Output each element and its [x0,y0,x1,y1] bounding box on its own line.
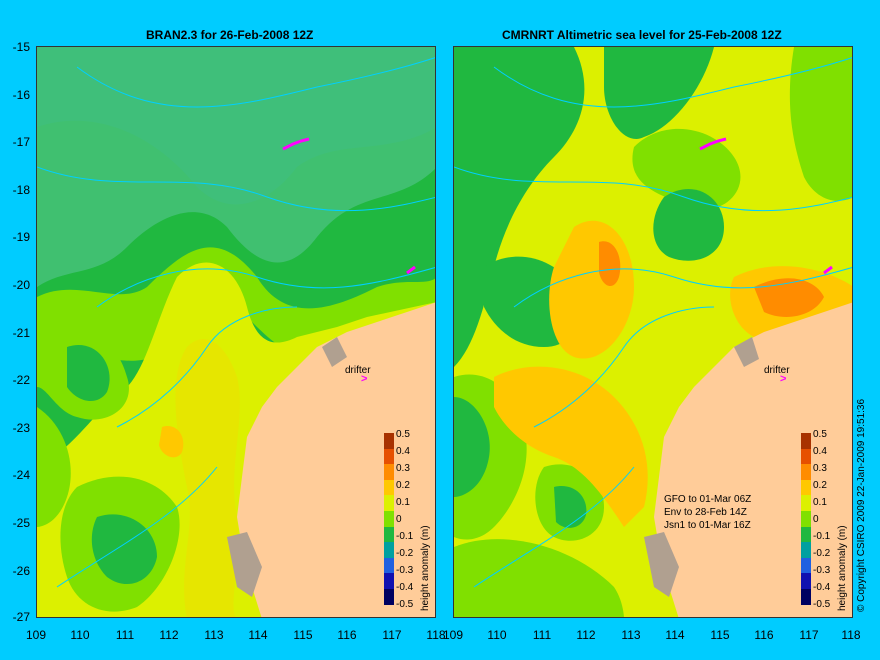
colorbar-label: 0.1 [813,497,827,508]
colorbar-label: 0.2 [396,480,410,491]
colorbar-label: -0.2 [396,548,414,559]
colorbar-segment [801,510,811,527]
colorbar-segment [801,495,811,511]
x-tick-label: 112 [159,628,179,642]
colorbar-label: -0.3 [396,565,414,576]
colorbar-label: -0.2 [813,548,831,559]
colorbar-segment [801,433,811,449]
x-tick-label: 118 [841,628,861,642]
colorbar-segment [801,542,811,558]
colorbar-segment [384,510,394,527]
colorbar-label: -0.4 [813,582,831,593]
left-map: drifter > 0.5 0.4 0.3 0.2 0.1 0 -0.1 -0.… [36,46,436,618]
colorbar-segment [801,479,811,496]
y-tick-label: -27 [12,610,30,624]
x-tick-label: 114 [665,628,685,642]
right-colorbar [801,433,811,605]
colorbar-segment [384,448,394,465]
right-map: drifter > GFO to 01-Mar 06Z Env to 28-Fe… [453,46,853,618]
y-tick-label: -20 [12,278,30,292]
x-tick-label: 109 [25,628,47,642]
drifter-label: drifter [764,365,790,376]
colorbar-label: 0 [813,514,819,525]
y-tick-label: -21 [12,326,30,340]
colorbar-label: 0.5 [396,429,410,440]
colorbar-title: height anomaly (m) [420,525,431,611]
x-tick-label: 109 [442,628,464,642]
colorbar-label: 0.3 [396,463,410,474]
y-tick-label: -17 [12,135,30,149]
colorbar-label: -0.4 [396,582,414,593]
satellite-mission-legend: GFO to 01-Mar 06Z Env to 28-Feb 14Z Jsn1… [664,493,751,532]
x-tick-label: 116 [337,628,357,642]
colorbar-label: -0.1 [813,531,831,542]
colorbar-segment [384,464,394,480]
colorbar-segment [801,588,811,605]
drifter-arrow-icon: > [780,373,787,385]
x-tick-label: 113 [204,628,224,642]
colorbar-label: 0.1 [396,497,410,508]
colorbar-title: height anomaly (m) [837,525,848,611]
y-tick-label: -22 [12,373,30,387]
x-tick-label: 117 [799,628,819,642]
left-map-title: BRAN2.3 for 26-Feb-2008 12Z [146,28,314,42]
x-tick-label: 113 [621,628,641,642]
mission-label: Env to 28-Feb 14Z [664,507,747,518]
colorbar-segment [384,526,394,543]
colorbar-label: -0.5 [813,599,831,610]
colorbar-segment [801,464,811,480]
drifter-arrow-icon: > [361,373,368,385]
colorbar-label: 0.4 [396,446,410,457]
y-tick-label: -18 [12,183,30,197]
colorbar-label: -0.5 [396,599,414,610]
x-tick-label: 110 [487,628,507,642]
y-tick-label: -15 [12,40,30,54]
colorbar-segment [384,495,394,511]
colorbar-segment [384,433,394,449]
drifter-label: drifter [345,365,371,376]
y-tick-label: -25 [12,516,30,530]
mission-label: Jsn1 to 01-Mar 16Z [664,520,751,531]
left-map-canvas [37,47,435,617]
x-tick-label: 114 [248,628,268,642]
mission-label: GFO to 01-Mar 06Z [664,494,752,505]
x-tick-label: 110 [70,628,90,642]
y-tick-label: -26 [12,564,30,578]
x-tick-label: 117 [382,628,402,642]
colorbar-label: 0.2 [813,480,827,491]
colorbar-segment [384,573,394,589]
colorbar-segment [801,448,811,465]
colorbar-segment [801,557,811,574]
y-tick-label: -24 [12,468,30,482]
colorbar-label: 0.4 [813,446,827,457]
x-tick-label: 115 [293,628,313,642]
x-tick-label: 112 [576,628,596,642]
colorbar-segment [801,526,811,543]
x-tick-label: 115 [710,628,730,642]
colorbar-label: 0 [396,514,402,525]
x-tick-label: 118 [426,628,446,642]
colorbar-label: 0.3 [813,463,827,474]
right-map-canvas [454,47,852,617]
y-tick-label: -23 [12,421,30,435]
colorbar-segment [384,479,394,496]
colorbar-label: -0.3 [813,565,831,576]
left-colorbar [384,433,394,605]
colorbar-segment [801,573,811,589]
y-tick-label: -19 [12,230,30,244]
copyright-text: © Copyright CSIRO 2009 22-Jan-2009 19:51… [856,398,867,612]
colorbar-label: -0.1 [396,531,414,542]
x-tick-label: 111 [532,628,552,642]
colorbar-segment [384,542,394,558]
x-tick-label: 111 [115,628,135,642]
x-tick-label: 116 [754,628,774,642]
colorbar-segment [384,557,394,574]
colorbar-label: 0.5 [813,429,827,440]
right-map-title: CMRNRT Altimetric sea level for 25-Feb-2… [502,28,782,42]
colorbar-segment [384,588,394,605]
y-tick-label: -16 [12,88,30,102]
